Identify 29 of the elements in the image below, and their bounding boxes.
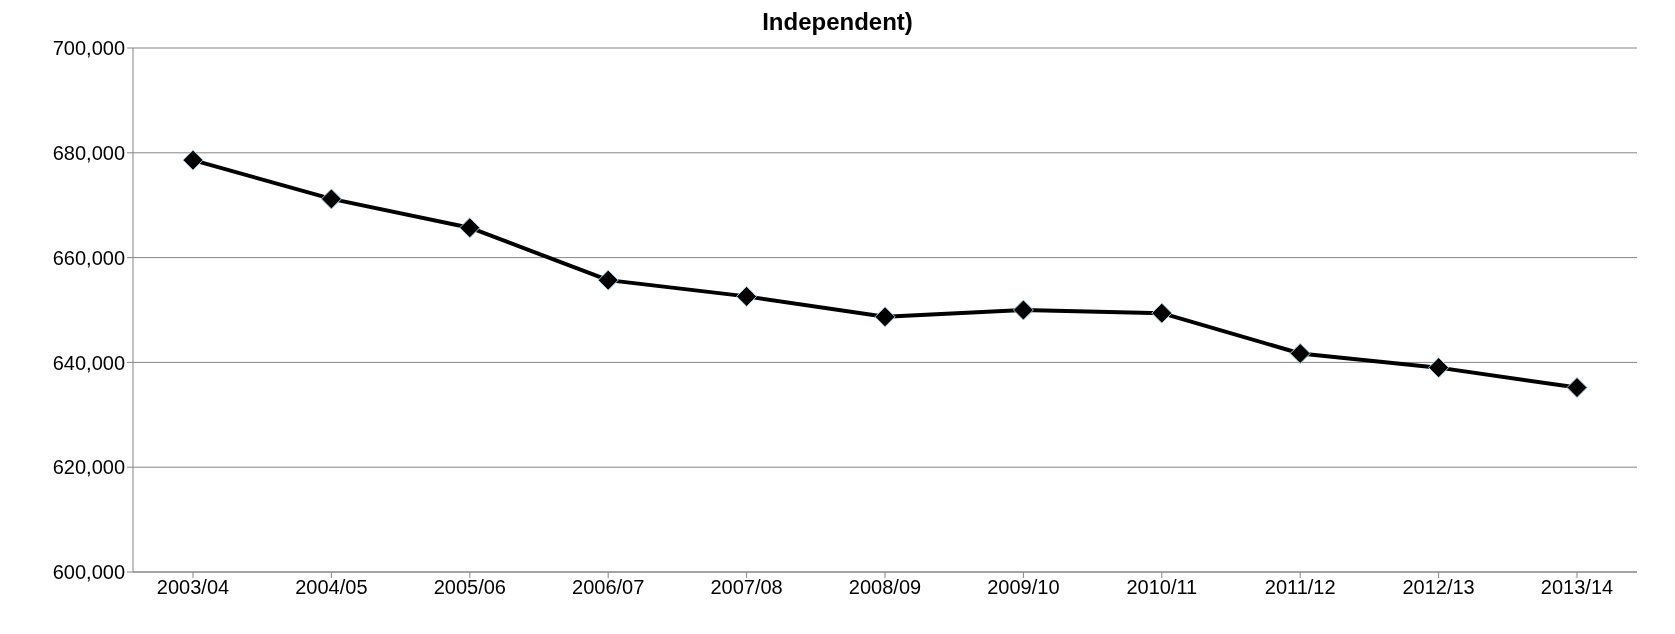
x-tick-label: 2008/09 [848, 576, 922, 599]
point [597, 269, 619, 291]
x-tick-label: 2010/11 [1126, 576, 1198, 599]
x-tick-label: 2009/10 [987, 576, 1060, 599]
point [1289, 342, 1311, 364]
x-tick-label: 2013/14 [1540, 576, 1614, 599]
point [320, 188, 342, 210]
point [874, 306, 896, 328]
y-tick-label: 660,000 [52, 246, 125, 269]
x-tick-label: 2005/06 [433, 576, 506, 599]
point [736, 285, 758, 307]
y-tick-label: 680,000 [52, 141, 125, 164]
y-tick-label: 600,000 [52, 561, 125, 584]
point [182, 149, 204, 171]
point [459, 217, 481, 239]
point [1428, 357, 1450, 379]
x-tick-label: 2012/13 [1402, 576, 1475, 599]
point [1566, 377, 1588, 399]
y-tick-label: 700,000 [52, 37, 125, 60]
point [1151, 302, 1173, 324]
x-tick-label: 2003/04 [156, 576, 230, 599]
x-tick-label: 2011/12 [1264, 576, 1336, 599]
point [1012, 299, 1034, 321]
y-tick-label: 620,000 [52, 456, 125, 479]
chart-title: Independent) [761, 8, 914, 36]
x-tick-label: 2006/07 [572, 576, 645, 599]
y-tick-label: 640,000 [52, 351, 125, 374]
x-tick-label: 2004/05 [295, 576, 368, 599]
x-tick-label: 2007/08 [710, 576, 783, 599]
